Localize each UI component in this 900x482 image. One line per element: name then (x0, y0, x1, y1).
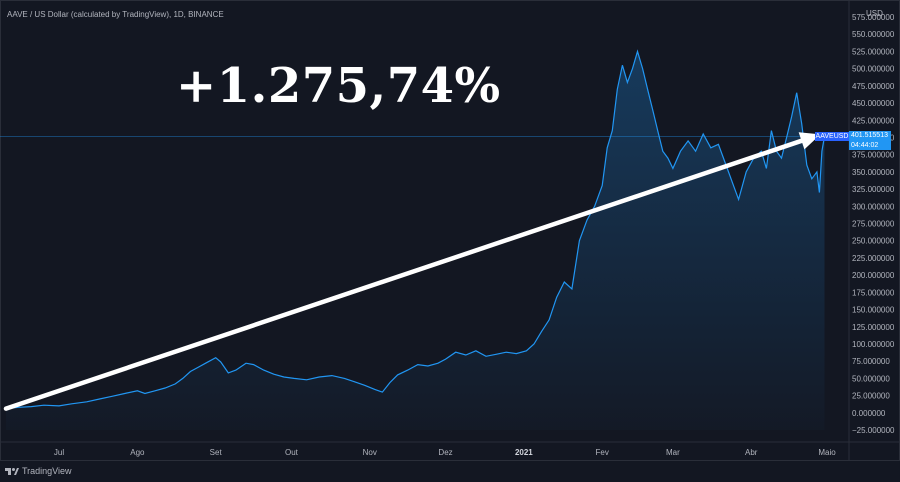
series-line (5, 49, 826, 410)
y-tick-label: 50.000000 (852, 374, 890, 383)
y-tick-label: 0.000000 (852, 409, 886, 418)
y-tick-label: 325.000000 (852, 185, 895, 194)
y-tick-label: 375.000000 (852, 151, 895, 160)
x-tick-label: Fev (596, 448, 609, 457)
y-tick-label: 150.000000 (852, 306, 895, 315)
tradingview-logo-icon[interactable] (5, 466, 19, 476)
countdown-badge: 04:44:02 (849, 141, 891, 150)
x-tick-label: Ago (130, 448, 145, 457)
y-tick-label: 300.000000 (852, 202, 895, 211)
y-tick-label: 175.000000 (852, 288, 895, 297)
x-tick-label: Set (210, 448, 223, 457)
currency-label[interactable]: USD (866, 9, 883, 18)
y-tick-label: 125.000000 (852, 323, 895, 332)
y-tick-label: −25.000000 (852, 426, 895, 435)
x-tick-label: Nov (363, 448, 377, 457)
y-tick-label: 250.000000 (852, 237, 895, 246)
x-tick-label: Mar (666, 448, 680, 457)
y-tick-label: 525.000000 (852, 47, 895, 56)
price-badge: 401.515513 (849, 131, 891, 141)
y-tick-label: 425.000000 (852, 116, 895, 125)
x-tick-label: Out (285, 448, 299, 457)
chart-title: AAVE / US Dollar (calculated by TradingV… (7, 10, 224, 19)
series-area (6, 51, 825, 431)
y-tick-label: 100.000000 (852, 340, 895, 349)
gain-annotation: +1.275,74% (176, 58, 501, 114)
footer-bar (0, 460, 900, 482)
y-tick-label: 75.000000 (852, 357, 890, 366)
x-tick-label: Jul (54, 448, 64, 457)
y-tick-label: 450.000000 (852, 99, 895, 108)
y-tick-label: 200.000000 (852, 271, 895, 280)
y-tick-label: 500.000000 (852, 65, 895, 74)
y-tick-label: 25.000000 (852, 392, 890, 401)
tradingview-brand[interactable]: TradingView (22, 466, 72, 476)
symbol-badge: AAVEUSD (815, 132, 849, 141)
y-tick-label: 275.000000 (852, 220, 895, 229)
y-tick-label: 550.000000 (852, 30, 895, 39)
x-tick-label: 2021 (515, 448, 533, 457)
x-tick-label: Maio (818, 448, 836, 457)
x-tick-label: Dez (438, 448, 452, 457)
y-tick-label: 475.000000 (852, 82, 895, 91)
trend-arrow-shaft (3, 138, 804, 411)
y-tick-label: 575.000000 (852, 13, 895, 22)
y-tick-label: 225.000000 (852, 254, 895, 263)
y-tick-label: 350.000000 (852, 168, 895, 177)
x-tick-label: Abr (745, 448, 758, 457)
